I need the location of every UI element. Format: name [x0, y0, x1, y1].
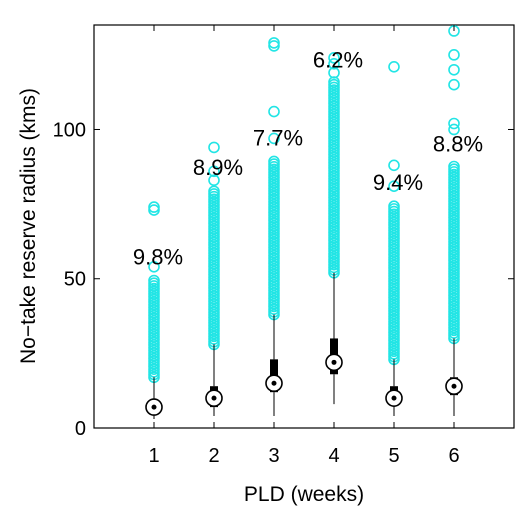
outlier-point — [268, 155, 280, 168]
box-group-1 — [145, 201, 163, 420]
outlier-point — [208, 174, 220, 187]
box-group-4 — [325, 52, 343, 405]
x-tick-label: 1 — [148, 445, 159, 467]
boxes-layer — [145, 25, 463, 420]
x-tick-label: 4 — [328, 445, 339, 467]
outlier-point — [208, 165, 220, 178]
outlier-point — [148, 204, 160, 216]
outlier-point — [268, 40, 280, 52]
box-group-2 — [205, 141, 223, 417]
outlier-point — [388, 180, 400, 192]
y-axis-label: No−take reserve radius (kms) — [17, 88, 40, 364]
box-group-3 — [265, 37, 283, 417]
y-tick-label: 100 — [53, 119, 86, 141]
outlier-point — [268, 37, 280, 49]
percent-labels-layer: 9.8% 8.9% 7.7% 6.2% 9.4% 8.8% — [133, 48, 483, 270]
outlier-point — [328, 52, 340, 64]
median-dot — [391, 395, 397, 401]
outlier-point — [448, 78, 460, 91]
percent-label: 7.7% — [253, 125, 303, 150]
outlier-point — [328, 66, 340, 79]
percent-label: 8.8% — [433, 131, 483, 156]
outlier-point — [388, 200, 400, 213]
plot-area-frame — [93, 24, 515, 429]
x-tick-label: 2 — [208, 445, 219, 467]
outlier-point — [448, 49, 460, 61]
outlier-point — [388, 60, 400, 73]
percent-label: 6.2% — [313, 48, 363, 73]
outlier-point — [448, 63, 460, 76]
median-dot — [211, 395, 217, 401]
outlier-point — [148, 260, 160, 273]
outlier-point — [448, 160, 460, 173]
axes-layer: 0 50 100 1 2 3 4 5 6 — [53, 25, 514, 467]
x-axis-label: PLD (weeks) — [244, 483, 364, 506]
percent-label: 9.4% — [373, 170, 423, 195]
y-tick-label: 50 — [64, 269, 86, 291]
outlier-point — [448, 123, 460, 136]
outlier-point — [448, 117, 460, 130]
median-dot — [451, 383, 457, 389]
y-tick-label: 0 — [75, 418, 86, 440]
x-tick-label: 5 — [388, 445, 399, 467]
outlier-point — [148, 201, 160, 213]
outlier-point — [388, 159, 400, 172]
percent-label: 8.9% — [193, 155, 243, 180]
median-dot — [271, 380, 277, 386]
percent-label: 9.8% — [133, 245, 183, 270]
outlier-point — [268, 105, 280, 118]
median-dot — [331, 359, 337, 365]
outlier-point — [148, 274, 160, 287]
outlier-point — [268, 132, 280, 145]
outlier-point — [208, 141, 220, 154]
x-tick-label: 6 — [448, 445, 459, 467]
x-tick-label: 3 — [268, 445, 279, 467]
box-group-5 — [385, 60, 403, 417]
box-group-6 — [445, 25, 463, 417]
outlier-point — [328, 58, 340, 70]
median-dot — [151, 404, 157, 410]
outlier-point — [208, 185, 220, 198]
